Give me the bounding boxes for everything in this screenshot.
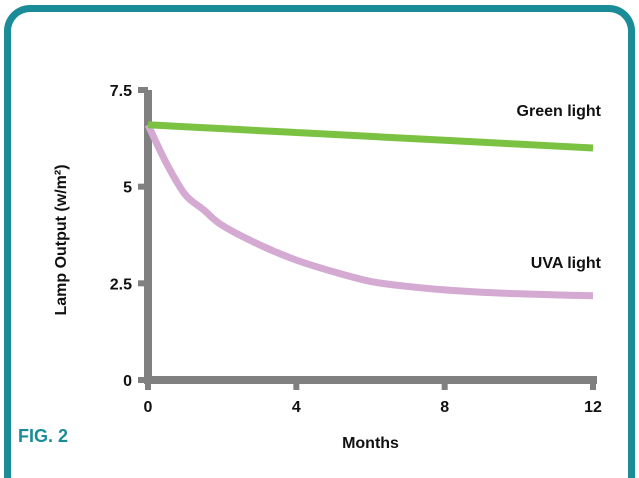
x-tick-label: 0 [144, 399, 153, 416]
x-tick-label: 8 [440, 399, 449, 416]
y-tick-label: 0 [123, 373, 132, 390]
series-label-uva-light: UVA light [531, 255, 602, 272]
x-tick-label: 12 [584, 399, 602, 416]
series-label-green-light: Green light [517, 103, 602, 120]
chart-frame [4, 5, 635, 478]
chart-marks [138, 87, 597, 390]
series-line-uva-light [144, 123, 594, 300]
series-line-green-light [147, 121, 594, 152]
x-axis-title: Months [342, 435, 399, 452]
chart-labels: 0 2.5 5 7.5 0 4 8 12 Months Lamp Output (w/m²) Gre… [53, 83, 602, 452]
y-tick-label: 2.5 [110, 276, 132, 293]
x-tick-label: 4 [292, 399, 301, 416]
y-tick-label: 5 [123, 180, 132, 197]
y-tick-label: 7.5 [110, 83, 132, 100]
figure-label: FIG. 2 [18, 426, 69, 446]
y-axis-title: Lamp Output (w/m²) [53, 164, 70, 315]
